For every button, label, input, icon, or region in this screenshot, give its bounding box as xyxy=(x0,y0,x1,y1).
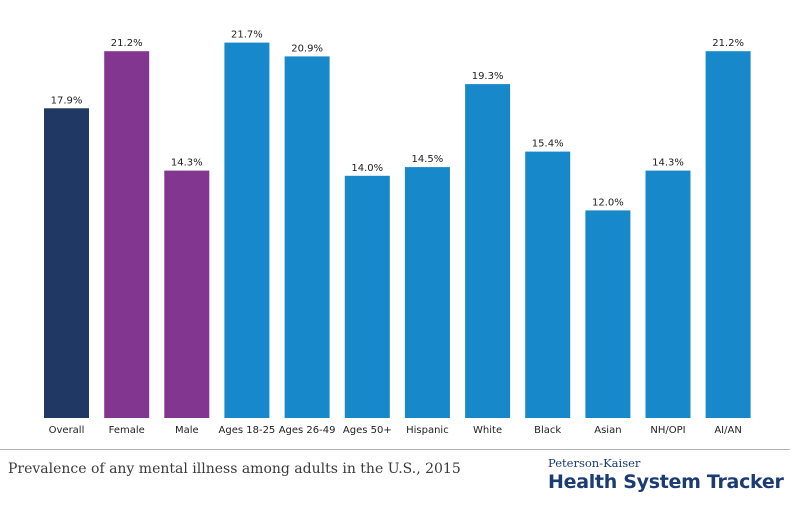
category-label: Asian xyxy=(594,425,621,436)
category-label: Female xyxy=(109,425,145,436)
bar-ages-26-49 xyxy=(284,56,330,419)
bar-male xyxy=(164,170,210,418)
value-label: 14.3% xyxy=(171,158,203,169)
bar-asian xyxy=(585,210,631,418)
divider xyxy=(0,449,790,450)
brand-logo: Health System Tracker xyxy=(548,471,784,493)
value-label: 15.4% xyxy=(532,139,564,150)
bar-overall xyxy=(44,108,89,419)
value-label: 12.0% xyxy=(592,197,624,208)
bar-female xyxy=(104,51,150,418)
bar-ai-an xyxy=(705,51,751,418)
value-label: 21.2% xyxy=(111,38,143,49)
category-label: NH/OPI xyxy=(650,425,685,436)
bar-hispanic xyxy=(404,167,450,418)
value-label: 14.5% xyxy=(412,154,444,165)
category-label: White xyxy=(473,425,502,436)
brand-subtitle: Peterson-Kaiser xyxy=(548,456,641,470)
value-label: 14.3% xyxy=(652,158,684,169)
bar-nh-opi xyxy=(645,170,691,418)
bar-black xyxy=(525,151,571,418)
bar-ages-18-25 xyxy=(224,42,270,418)
value-label: 21.2% xyxy=(712,38,744,49)
category-label: Black xyxy=(534,425,561,436)
category-label: Ages 50+ xyxy=(343,425,392,436)
chart-caption: Prevalence of any mental illness among a… xyxy=(8,461,461,477)
bar-ages-50- xyxy=(344,175,390,418)
category-label: Hispanic xyxy=(406,425,449,436)
category-label: Ages 26-49 xyxy=(279,425,336,436)
category-label: Ages 18-25 xyxy=(219,425,276,436)
bar-chart: 17.9% Overall 21.2% Female 14.3% Male 21.7% Age… xyxy=(44,30,751,436)
category-label: AI/AN xyxy=(714,425,741,436)
value-label: 21.7% xyxy=(231,30,263,41)
value-label: 14.0% xyxy=(351,163,383,174)
value-label: 19.3% xyxy=(472,71,504,82)
category-label: Male xyxy=(175,425,199,436)
value-label: 20.9% xyxy=(291,43,323,54)
bar-white xyxy=(465,84,511,418)
value-label: 17.9% xyxy=(51,95,83,106)
category-label: Overall xyxy=(49,425,85,436)
